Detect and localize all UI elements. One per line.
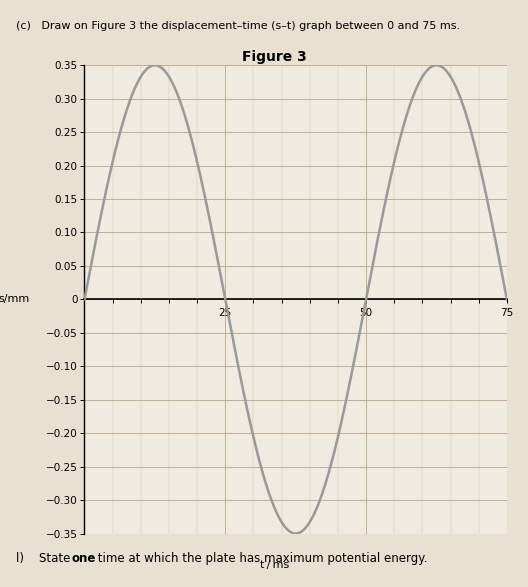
Text: time at which the plate has maximum potential energy.: time at which the plate has maximum pote… xyxy=(94,552,427,565)
Text: t / ms: t / ms xyxy=(260,560,289,570)
Text: Figure 3: Figure 3 xyxy=(242,50,307,64)
Text: s/mm: s/mm xyxy=(0,294,30,305)
Text: (c)   Draw on Figure 3 the displacement–time (s–t) graph between 0 and 75 ms.: (c) Draw on Figure 3 the displacement–ti… xyxy=(16,21,460,31)
Text: l)    State: l) State xyxy=(16,552,74,565)
Text: one: one xyxy=(71,552,96,565)
